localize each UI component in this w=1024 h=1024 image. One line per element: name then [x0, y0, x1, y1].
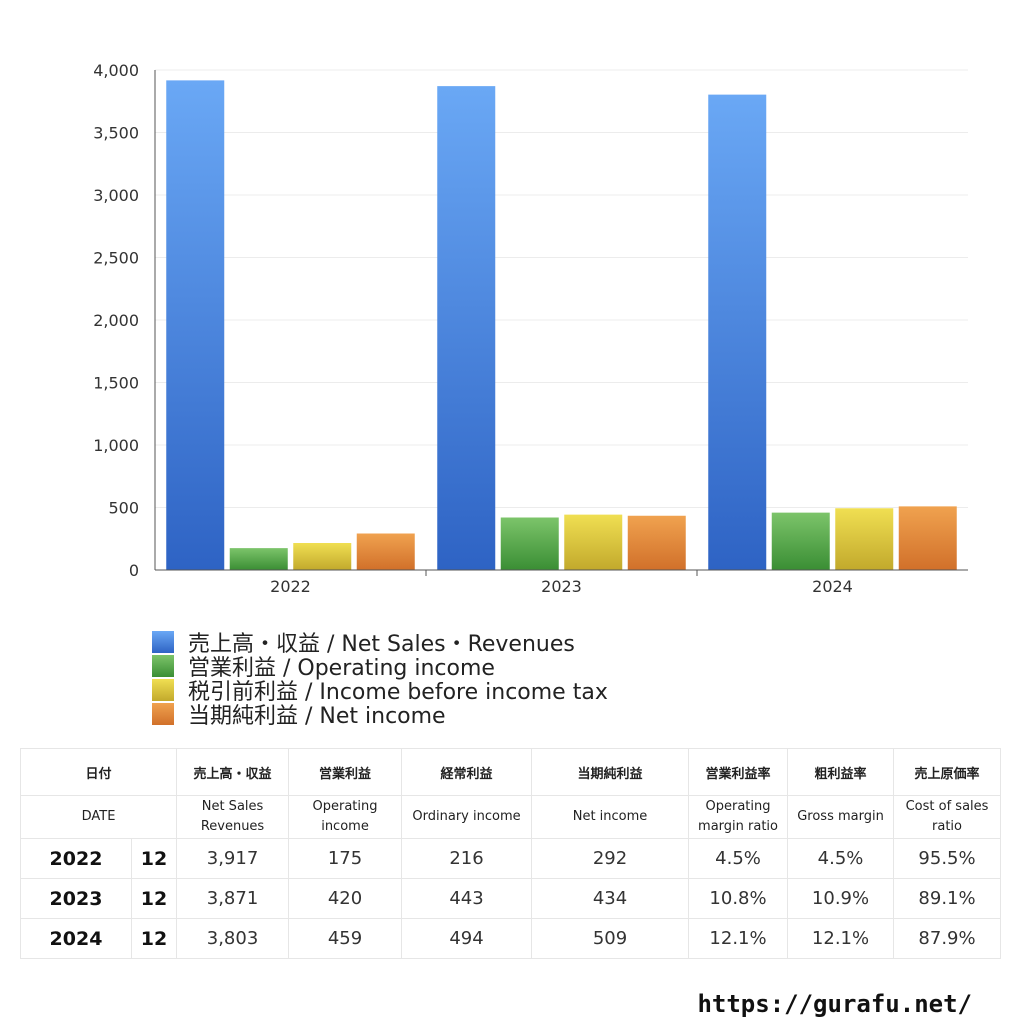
bar-2022-series-2 [293, 543, 352, 570]
footer-url[interactable]: https://gurafu.net/ [697, 990, 972, 1018]
cell-gross-margin: 4.5% [787, 838, 895, 879]
header-cost-of-sales-jp: 売上原価率 [893, 748, 1002, 796]
axes: 0 500 1,000 1,500 2,000 2,500 3,000 3,500 4,000 2… [93, 61, 968, 596]
row-month: 12 [130, 878, 178, 919]
x-tick-label: 2022 [270, 577, 311, 596]
y-tick-label: 0 [129, 561, 139, 580]
header-net-sales-jp: 売上高・収益 [176, 748, 290, 796]
y-tick-label: 2,000 [93, 311, 139, 330]
legend-swatch-operating-income [152, 655, 174, 677]
cell-cost-of-sales: 95.5% [893, 838, 1002, 879]
table-row: 2022 12 3,917 175 216 292 4.5% 4.5% 95.5… [20, 838, 1002, 879]
header-date-en: DATE [19, 795, 178, 839]
cell-operating-income: 175 [288, 838, 403, 879]
cell-net-sales: 3,917 [176, 838, 290, 879]
row-month: 12 [130, 918, 178, 959]
header-date-jp: 日付 [19, 748, 178, 796]
cell-ordinary-income: 494 [401, 918, 533, 959]
bars [166, 80, 957, 570]
header-operating-margin-en: Operating margin ratio [688, 795, 789, 839]
legend-swatch-net-sales [152, 631, 174, 653]
cell-operating-income: 420 [288, 878, 403, 919]
bar-2024-series-0 [708, 94, 767, 570]
financial-table: 日付 売上高・収益 営業利益 経常利益 当期純利益 営業利益率 粗利益率 売上原… [19, 748, 1002, 959]
cell-gross-margin: 12.1% [787, 918, 895, 959]
cell-operating-margin: 4.5% [688, 838, 789, 879]
header-cost-of-sales-en: Cost of sales ratio [893, 795, 1002, 839]
bar-2022-series-1 [229, 548, 288, 570]
header-ordinary-income-jp: 経常利益 [401, 748, 533, 796]
header-operating-income-en: Operating income [288, 795, 403, 839]
header-gross-margin-en: Gross margin [787, 795, 895, 839]
y-tick-label: 3,500 [93, 124, 139, 143]
cell-net-sales: 3,803 [176, 918, 290, 959]
table-row: 2024 12 3,803 459 494 509 12.1% 12.1% 87… [20, 918, 1002, 959]
legend-item-operating-income: 営業利益 / Operating income [152, 654, 608, 681]
legend-label-net-income: 当期純利益 / Net income [188, 704, 446, 729]
y-tick-label: 1,000 [93, 436, 139, 455]
bar-2024-series-3 [898, 506, 957, 570]
x-tick-label: 2024 [812, 577, 853, 596]
legend-item-net-sales: 売上高・収益 / Net Sales・Revenues [152, 630, 608, 657]
table-header-en: DATE Net Sales Revenues Operating income… [19, 795, 1002, 839]
header-net-sales-en: Net Sales Revenues [176, 795, 290, 839]
cell-net-income: 509 [531, 918, 690, 959]
legend-label-operating-income: 営業利益 / Operating income [188, 656, 495, 681]
bar-2023-series-3 [627, 515, 686, 570]
cell-operating-income: 459 [288, 918, 403, 959]
cell-cost-of-sales: 89.1% [893, 878, 1002, 919]
table-header-jp: 日付 売上高・収益 営業利益 経常利益 当期純利益 営業利益率 粗利益率 売上原… [19, 748, 1002, 796]
bar-2024-series-2 [835, 508, 894, 570]
bar-2022-series-3 [356, 533, 415, 570]
cell-ordinary-income: 443 [401, 878, 533, 919]
header-ordinary-income-en: Ordinary income [401, 795, 533, 839]
bar-2022-series-0 [166, 80, 225, 570]
legend-swatch-income-before-tax [152, 679, 174, 701]
bar-2023-series-0 [437, 86, 496, 570]
header-operating-income-jp: 営業利益 [288, 748, 403, 796]
y-tick-label: 2,500 [93, 249, 139, 268]
y-tick-label: 3,000 [93, 186, 139, 205]
row-year: 2024 [20, 918, 132, 959]
row-year: 2022 [20, 838, 132, 879]
bar-2023-series-2 [564, 514, 623, 570]
cell-operating-margin: 12.1% [688, 918, 789, 959]
y-tick-label: 4,000 [93, 61, 139, 80]
chart-legend: 売上高・収益 / Net Sales・Revenues 営業利益 / Opera… [152, 630, 608, 729]
x-tick-label: 2023 [541, 577, 582, 596]
row-month: 12 [130, 838, 178, 879]
legend-label-income-before-tax: 税引前利益 / Income before income tax [188, 680, 608, 705]
bar-2023-series-1 [500, 517, 559, 570]
row-year: 2023 [20, 878, 132, 919]
cell-net-income: 292 [531, 838, 690, 879]
y-tick-label: 1,500 [93, 374, 139, 393]
legend-label-net-sales: 売上高・収益 / Net Sales・Revenues [188, 632, 575, 657]
y-tick-label: 500 [108, 499, 139, 518]
bar-2024-series-1 [771, 512, 830, 570]
cell-cost-of-sales: 87.9% [893, 918, 1002, 959]
header-operating-margin-jp: 営業利益率 [688, 748, 789, 796]
header-net-income-jp: 当期純利益 [531, 748, 690, 796]
grid-lines [155, 69, 968, 508]
legend-swatch-net-income [152, 703, 174, 725]
bar-chart: 0 500 1,000 1,500 2,000 2,500 3,000 3,500 4,000 2… [93, 61, 968, 596]
cell-net-income: 434 [531, 878, 690, 919]
cell-net-sales: 3,871 [176, 878, 290, 919]
header-gross-margin-jp: 粗利益率 [787, 748, 895, 796]
cell-gross-margin: 10.9% [787, 878, 895, 919]
legend-item-income-before-tax: 税引前利益 / Income before income tax [152, 678, 608, 705]
cell-operating-margin: 10.8% [688, 878, 789, 919]
cell-ordinary-income: 216 [401, 838, 533, 879]
header-net-income-en: Net income [531, 795, 690, 839]
table-row: 2023 12 3,871 420 443 434 10.8% 10.9% 89… [20, 878, 1002, 919]
legend-item-net-income: 当期純利益 / Net income [152, 702, 608, 729]
